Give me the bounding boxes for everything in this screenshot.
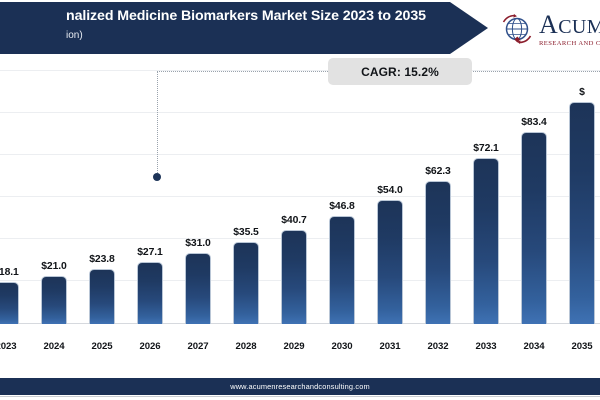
bar <box>185 253 211 324</box>
bar <box>377 200 403 324</box>
bar <box>521 132 547 324</box>
bar-group: $18.1 <box>0 74 30 324</box>
x-axis-tick-label: 2035 <box>571 341 593 352</box>
bar-group: $62.3 <box>414 74 462 324</box>
bar <box>425 181 451 324</box>
x-axis-tick-label: 2032 <box>427 341 449 352</box>
bar-value-label: $46.8 <box>329 201 355 212</box>
bar-value-label: $ <box>579 87 585 98</box>
bar-group: $21.0 <box>30 74 78 324</box>
brand-logo: ACUMEN RESEARCH AND CONSULTING <box>500 8 600 50</box>
bar-value-label: $62.3 <box>425 166 451 177</box>
x-axis-tick-label: 2027 <box>187 341 209 352</box>
bar-group: $54.0 <box>366 74 414 324</box>
cagr-label: CAGR: 15.2% <box>361 64 439 79</box>
bar-value-label: $40.7 <box>281 215 307 226</box>
bar <box>281 230 307 324</box>
bar-group: $31.0 <box>174 74 222 324</box>
chart-plot-area: CAGR: 15.2% $18.1 $21.0 $23.8 $27.1 $31.0 $35… <box>0 56 600 374</box>
bar-value-label: $31.0 <box>185 238 211 249</box>
x-axis-tick-label: 2030 <box>331 341 353 352</box>
bar-value-label: $18.1 <box>0 267 19 278</box>
bar-group: $40.7 <box>270 74 318 324</box>
gridline <box>0 196 600 197</box>
cagr-leader-line-vertical <box>157 72 158 177</box>
brand-name-initial: A <box>539 9 559 39</box>
bar-value-label: $83.4 <box>521 117 547 128</box>
gridline <box>0 112 600 113</box>
gridline <box>0 154 600 155</box>
bar <box>473 158 499 324</box>
bar <box>329 216 355 324</box>
bar <box>41 276 67 324</box>
bar-value-label: $54.0 <box>377 185 403 196</box>
x-axis-tick-label: 2024 <box>43 341 65 352</box>
bar-group: $27.1 <box>126 74 174 324</box>
bar-group: $23.8 <box>78 74 126 324</box>
footer-divider <box>0 396 600 397</box>
bar-group: $46.8 <box>318 74 366 324</box>
page-title: nalized Medicine Biomarkers Market Size … <box>66 8 426 24</box>
cagr-anchor-dot <box>153 173 161 181</box>
bar <box>233 242 259 324</box>
footer-bar: www.acumenresearchandconsulting.com <box>0 378 600 395</box>
brand-name: ACUMEN <box>539 9 600 39</box>
bar-group: $ <box>558 74 600 324</box>
bar-group: $83.4 <box>510 74 558 324</box>
x-axis-tick-label: 2028 <box>235 341 257 352</box>
bar-value-label: $72.1 <box>473 143 499 154</box>
bar-value-label: $23.8 <box>89 254 115 265</box>
x-axis-tick-label: 2031 <box>379 341 401 352</box>
brand-tagline: RESEARCH AND CONSULTING <box>539 39 600 47</box>
bar-value-label: $27.1 <box>137 247 163 258</box>
x-axis-tick-label: 2025 <box>91 341 113 352</box>
page-subtitle: ion) <box>66 30 83 41</box>
gridline <box>0 70 600 71</box>
x-axis-labels: 2023 2024 2025 2026 2027 2028 2029 2030 2031 2032… <box>0 341 600 352</box>
bar <box>89 269 115 324</box>
globe-logo-icon <box>500 12 534 46</box>
bar-value-label: $35.5 <box>233 227 259 238</box>
x-axis-tick-label: 2026 <box>139 341 161 352</box>
cagr-badge: CAGR: 15.2% <box>328 58 472 85</box>
brand-wordmark: ACUMEN RESEARCH AND CONSULTING <box>539 9 600 47</box>
footer-website-url: www.acumenresearchandconsulting.com <box>230 382 370 391</box>
x-axis-tick-label: 2033 <box>475 341 497 352</box>
bar-series: $18.1 $21.0 $23.8 $27.1 $31.0 $35.5 $40.7 $46.8… <box>0 74 600 324</box>
bar-group: $35.5 <box>222 74 270 324</box>
x-axis-tick-label: 2034 <box>523 341 545 352</box>
x-axis-tick-label: 2023 <box>0 341 17 352</box>
x-axis-tick-label: 2029 <box>283 341 305 352</box>
bar-group: $72.1 <box>462 74 510 324</box>
bar <box>0 282 19 324</box>
bar <box>137 262 163 324</box>
bar <box>569 102 595 324</box>
header-banner <box>0 2 488 54</box>
bar-value-label: $21.0 <box>41 261 67 272</box>
brand-name-rest: CUMEN <box>558 15 600 38</box>
